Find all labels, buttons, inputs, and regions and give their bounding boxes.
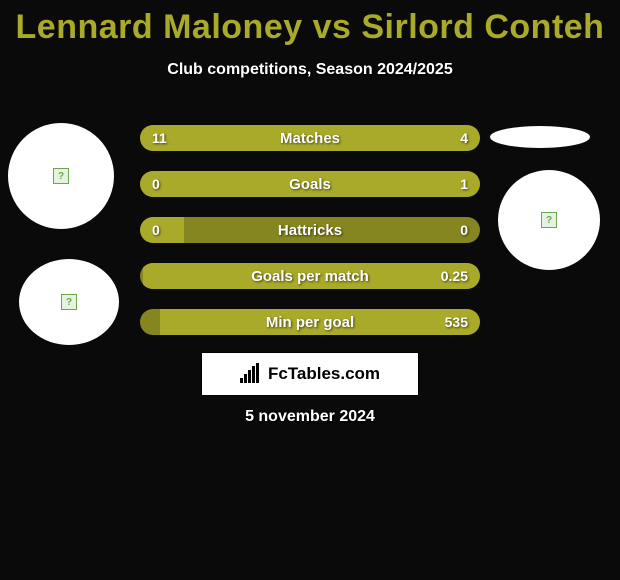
player-right-photo xyxy=(490,126,590,148)
stat-right-value: 0 xyxy=(460,217,468,243)
stat-row: 0Goals1 xyxy=(140,171,480,197)
stat-row: Goals per match0.25 xyxy=(140,263,480,289)
page-subtitle: Club competitions, Season 2024/2025 xyxy=(0,61,620,79)
brand-text: FcTables.com xyxy=(268,364,380,384)
stat-label: Goals xyxy=(140,171,480,197)
placeholder-icon: ? xyxy=(53,168,69,184)
stat-label: Matches xyxy=(140,125,480,151)
brand-chart-icon xyxy=(240,365,262,383)
club-left-logo: ? xyxy=(19,259,119,345)
date-text: 5 november 2024 xyxy=(0,408,620,426)
club-right-logo: ? xyxy=(498,170,600,270)
stat-row: Min per goal535 xyxy=(140,309,480,335)
stat-row: 11Matches4 xyxy=(140,125,480,151)
brand-box: FcTables.com xyxy=(201,352,419,396)
page-title: Lennard Maloney vs Sirlord Conteh xyxy=(0,0,620,47)
stat-right-value: 4 xyxy=(460,125,468,151)
stat-label: Goals per match xyxy=(140,263,480,289)
stat-row: 0Hattricks0 xyxy=(140,217,480,243)
stat-right-value: 535 xyxy=(445,309,468,335)
player-left-photo: ? xyxy=(8,123,114,229)
stat-right-value: 1 xyxy=(460,171,468,197)
stat-label: Min per goal xyxy=(140,309,480,335)
stat-right-value: 0.25 xyxy=(441,263,468,289)
placeholder-icon: ? xyxy=(541,212,557,228)
placeholder-icon: ? xyxy=(61,294,77,310)
stats-container: 11Matches40Goals10Hattricks0Goals per ma… xyxy=(140,125,480,355)
stat-label: Hattricks xyxy=(140,217,480,243)
